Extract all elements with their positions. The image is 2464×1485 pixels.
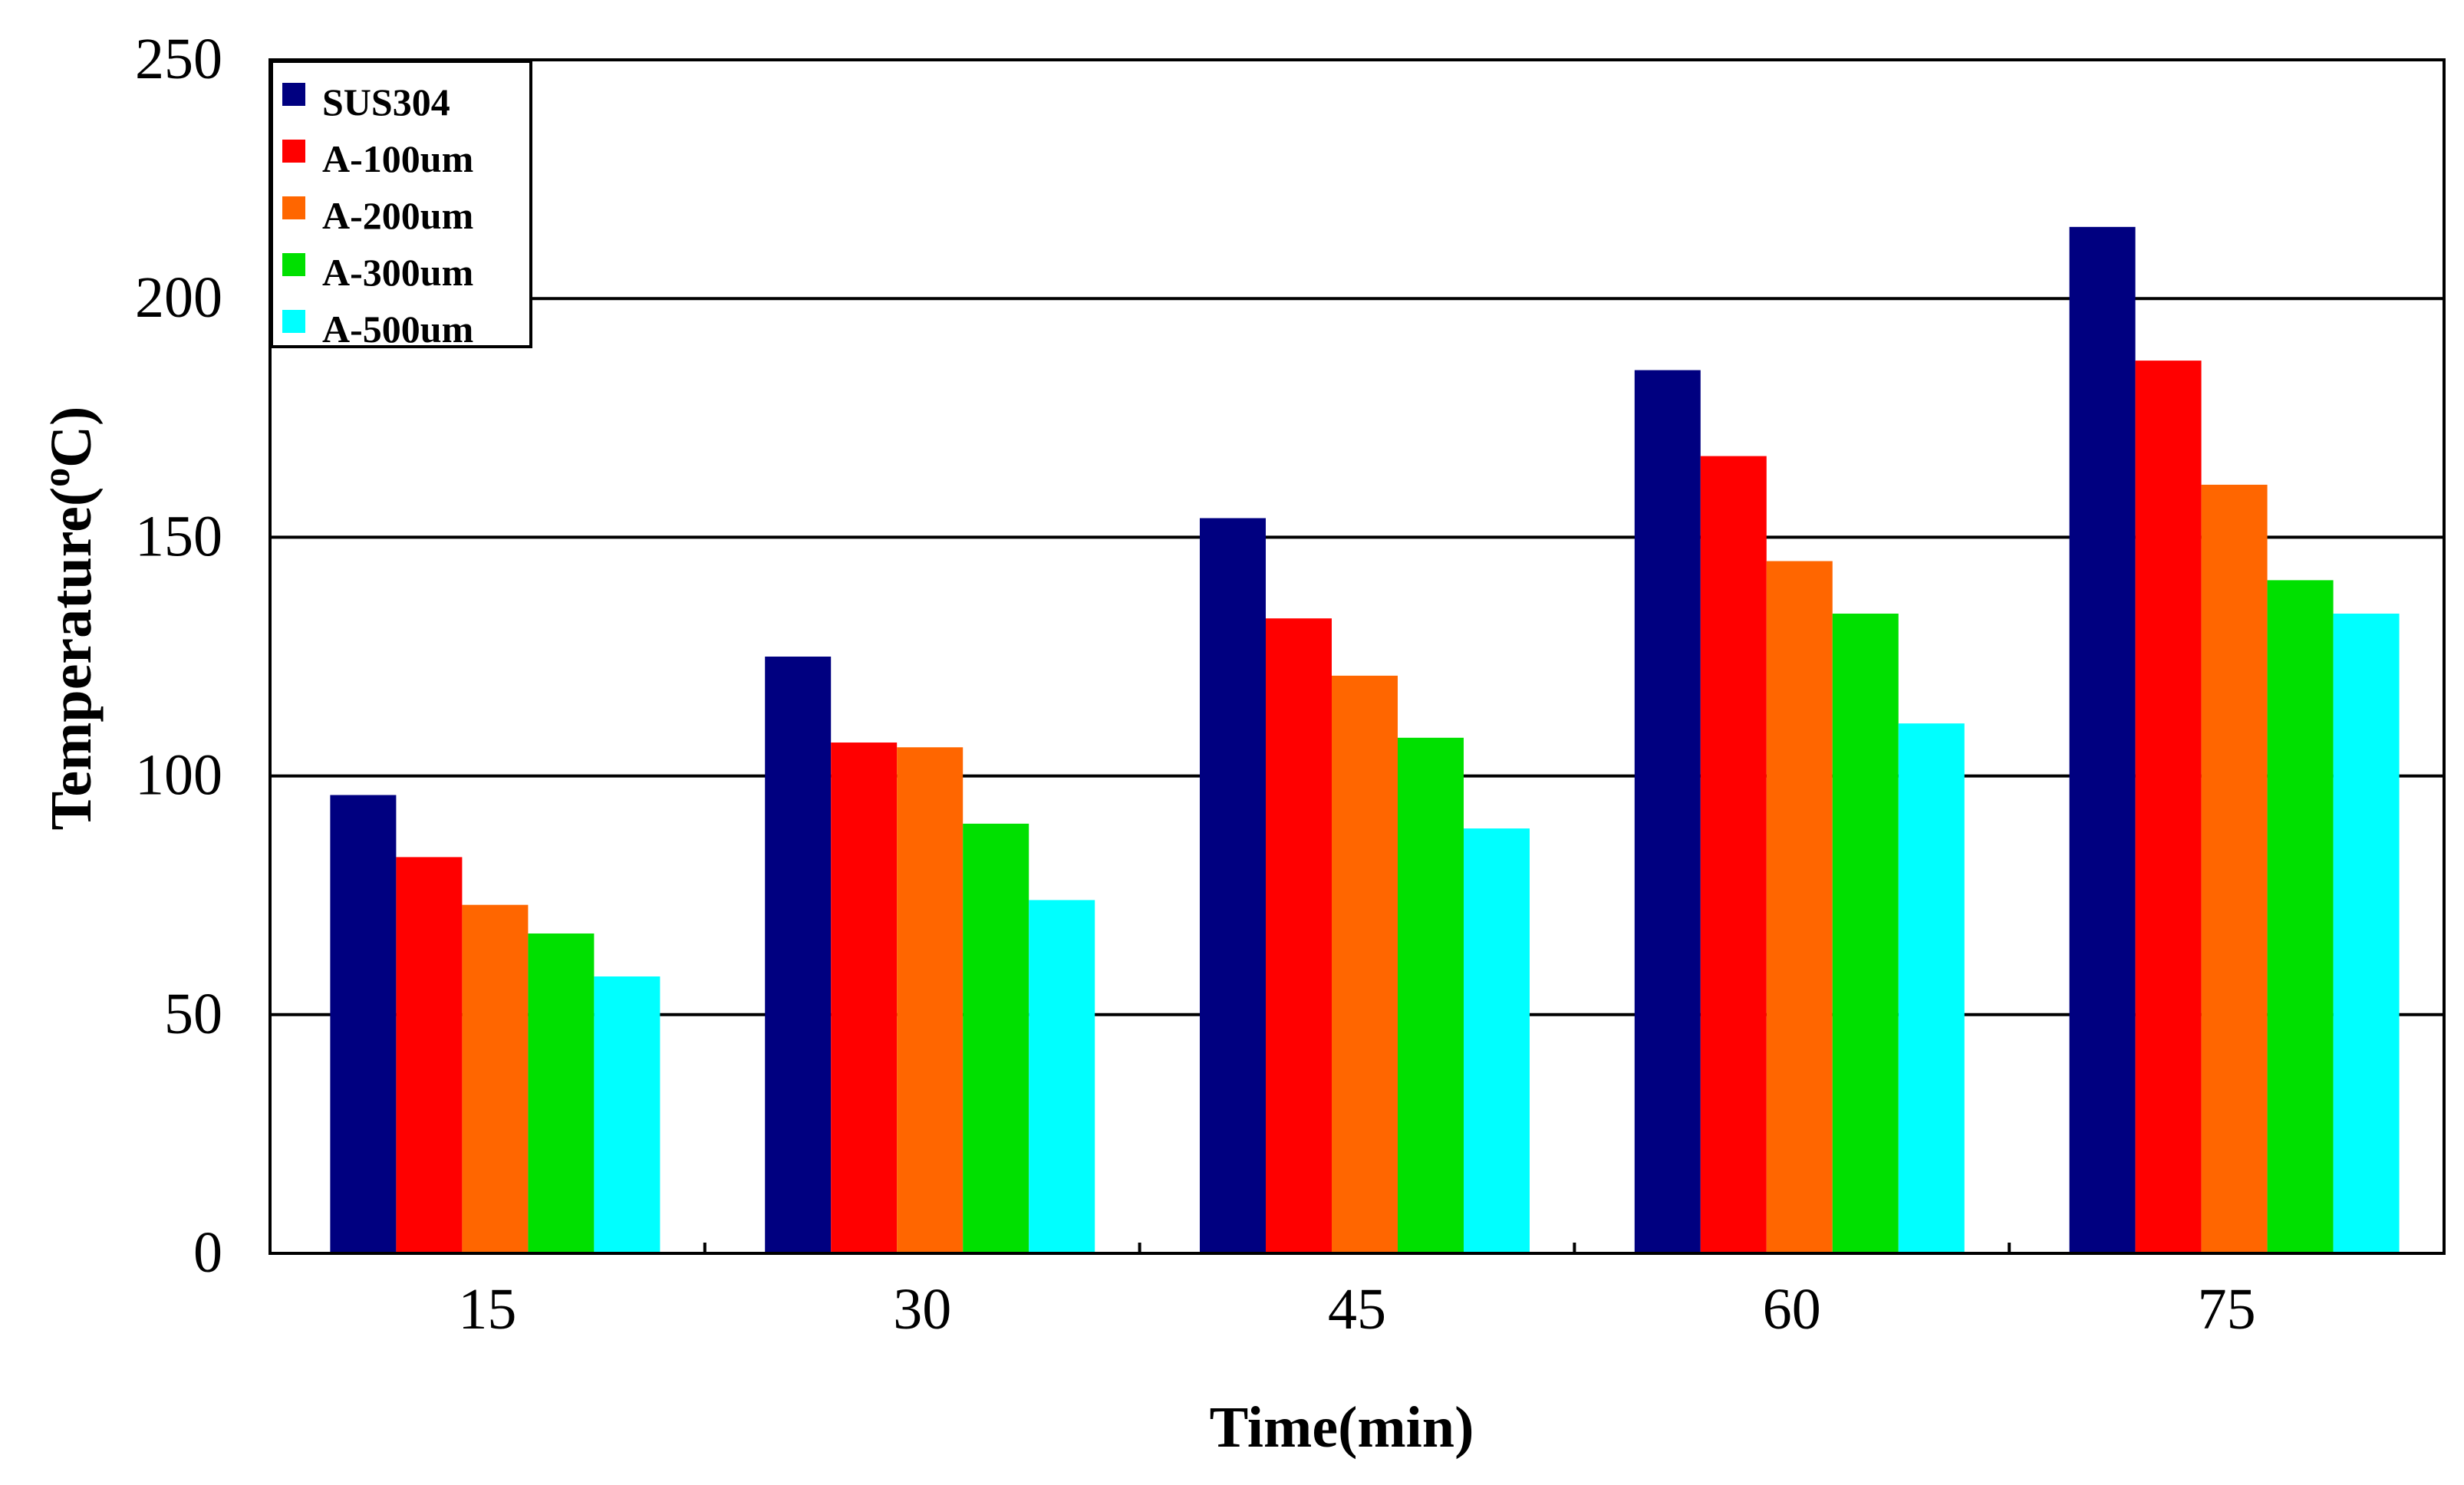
y-axis-title-main: Temperature(: [39, 487, 104, 830]
legend-label: A-300um: [322, 251, 473, 294]
y-axis-title-superscript: o: [35, 468, 77, 487]
bar-sus304-60: [1634, 370, 1701, 1253]
bar-a-300um-45: [1398, 737, 1464, 1253]
bars: [330, 226, 2400, 1254]
legend-swatch: [282, 310, 305, 333]
bar-a-500um-60: [1898, 723, 1965, 1253]
bar-a-300um-75: [2267, 580, 2334, 1253]
bar-a-100um-15: [396, 857, 463, 1253]
y-axis-title-unit: C): [39, 407, 104, 468]
legend-swatch: [282, 83, 305, 106]
x-tick-label: 75: [2198, 1277, 2256, 1342]
y-tick-label: 0: [193, 1220, 222, 1285]
bar-a-200um-60: [1766, 561, 1833, 1253]
x-tick-label: 30: [893, 1277, 951, 1342]
bar-a-100um-45: [1266, 618, 1332, 1253]
y-tick-label: 250: [135, 27, 222, 91]
plot-area-frame: [268, 58, 2446, 1255]
x-axis-ticks: [703, 1243, 2011, 1253]
bar-sus304-75: [2069, 226, 2136, 1254]
bar-sus304-30: [765, 657, 832, 1253]
y-axis-title: Temperature(oC): [35, 407, 104, 831]
x-tick-label: 60: [1763, 1277, 1821, 1342]
legend: SUS304 A-100um A-200um A-300um A-500um: [270, 60, 532, 351]
bar-a-500um-30: [1029, 900, 1095, 1253]
x-tick-label: 15: [458, 1277, 516, 1342]
y-tick-label: 50: [164, 982, 222, 1046]
x-axis-tick-labels: 15 30 45 60 75: [458, 1277, 2255, 1342]
legend-label: SUS304: [322, 81, 450, 123]
legend-label: A-100um: [322, 137, 473, 180]
x-axis-title: Time(min): [1210, 1395, 1474, 1460]
x-tick-label: 45: [1328, 1277, 1386, 1342]
y-tick-label: 200: [135, 265, 222, 330]
bar-a-200um-75: [2201, 484, 2268, 1253]
legend-label: A-200um: [322, 194, 473, 237]
bar-a-500um-45: [1464, 828, 1530, 1253]
bar-a-200um-15: [462, 904, 529, 1253]
bar-a-300um-60: [1832, 613, 1899, 1253]
bar-sus304-15: [330, 795, 397, 1253]
bar-a-300um-30: [963, 823, 1029, 1253]
bar-a-200um-45: [1332, 675, 1398, 1253]
legend-swatch: [282, 140, 305, 163]
bar-sus304-45: [1200, 518, 1266, 1253]
y-tick-label: 150: [135, 504, 222, 568]
bar-a-500um-15: [594, 976, 660, 1253]
legend-swatch: [282, 253, 305, 276]
bar-a-300um-15: [528, 933, 595, 1253]
legend-box: [270, 60, 532, 348]
y-tick-label: 100: [135, 743, 222, 808]
bar-a-500um-75: [2333, 613, 2400, 1253]
legend-swatch: [282, 196, 305, 219]
bar-a-100um-75: [2135, 361, 2202, 1253]
bar-a-100um-60: [1700, 456, 1767, 1253]
bar-a-100um-30: [831, 742, 898, 1253]
y-axis-tick-labels: 0 50 100 150 200 250: [135, 27, 222, 1285]
bar-a-200um-30: [897, 747, 964, 1253]
legend-label: A-500um: [322, 308, 473, 351]
